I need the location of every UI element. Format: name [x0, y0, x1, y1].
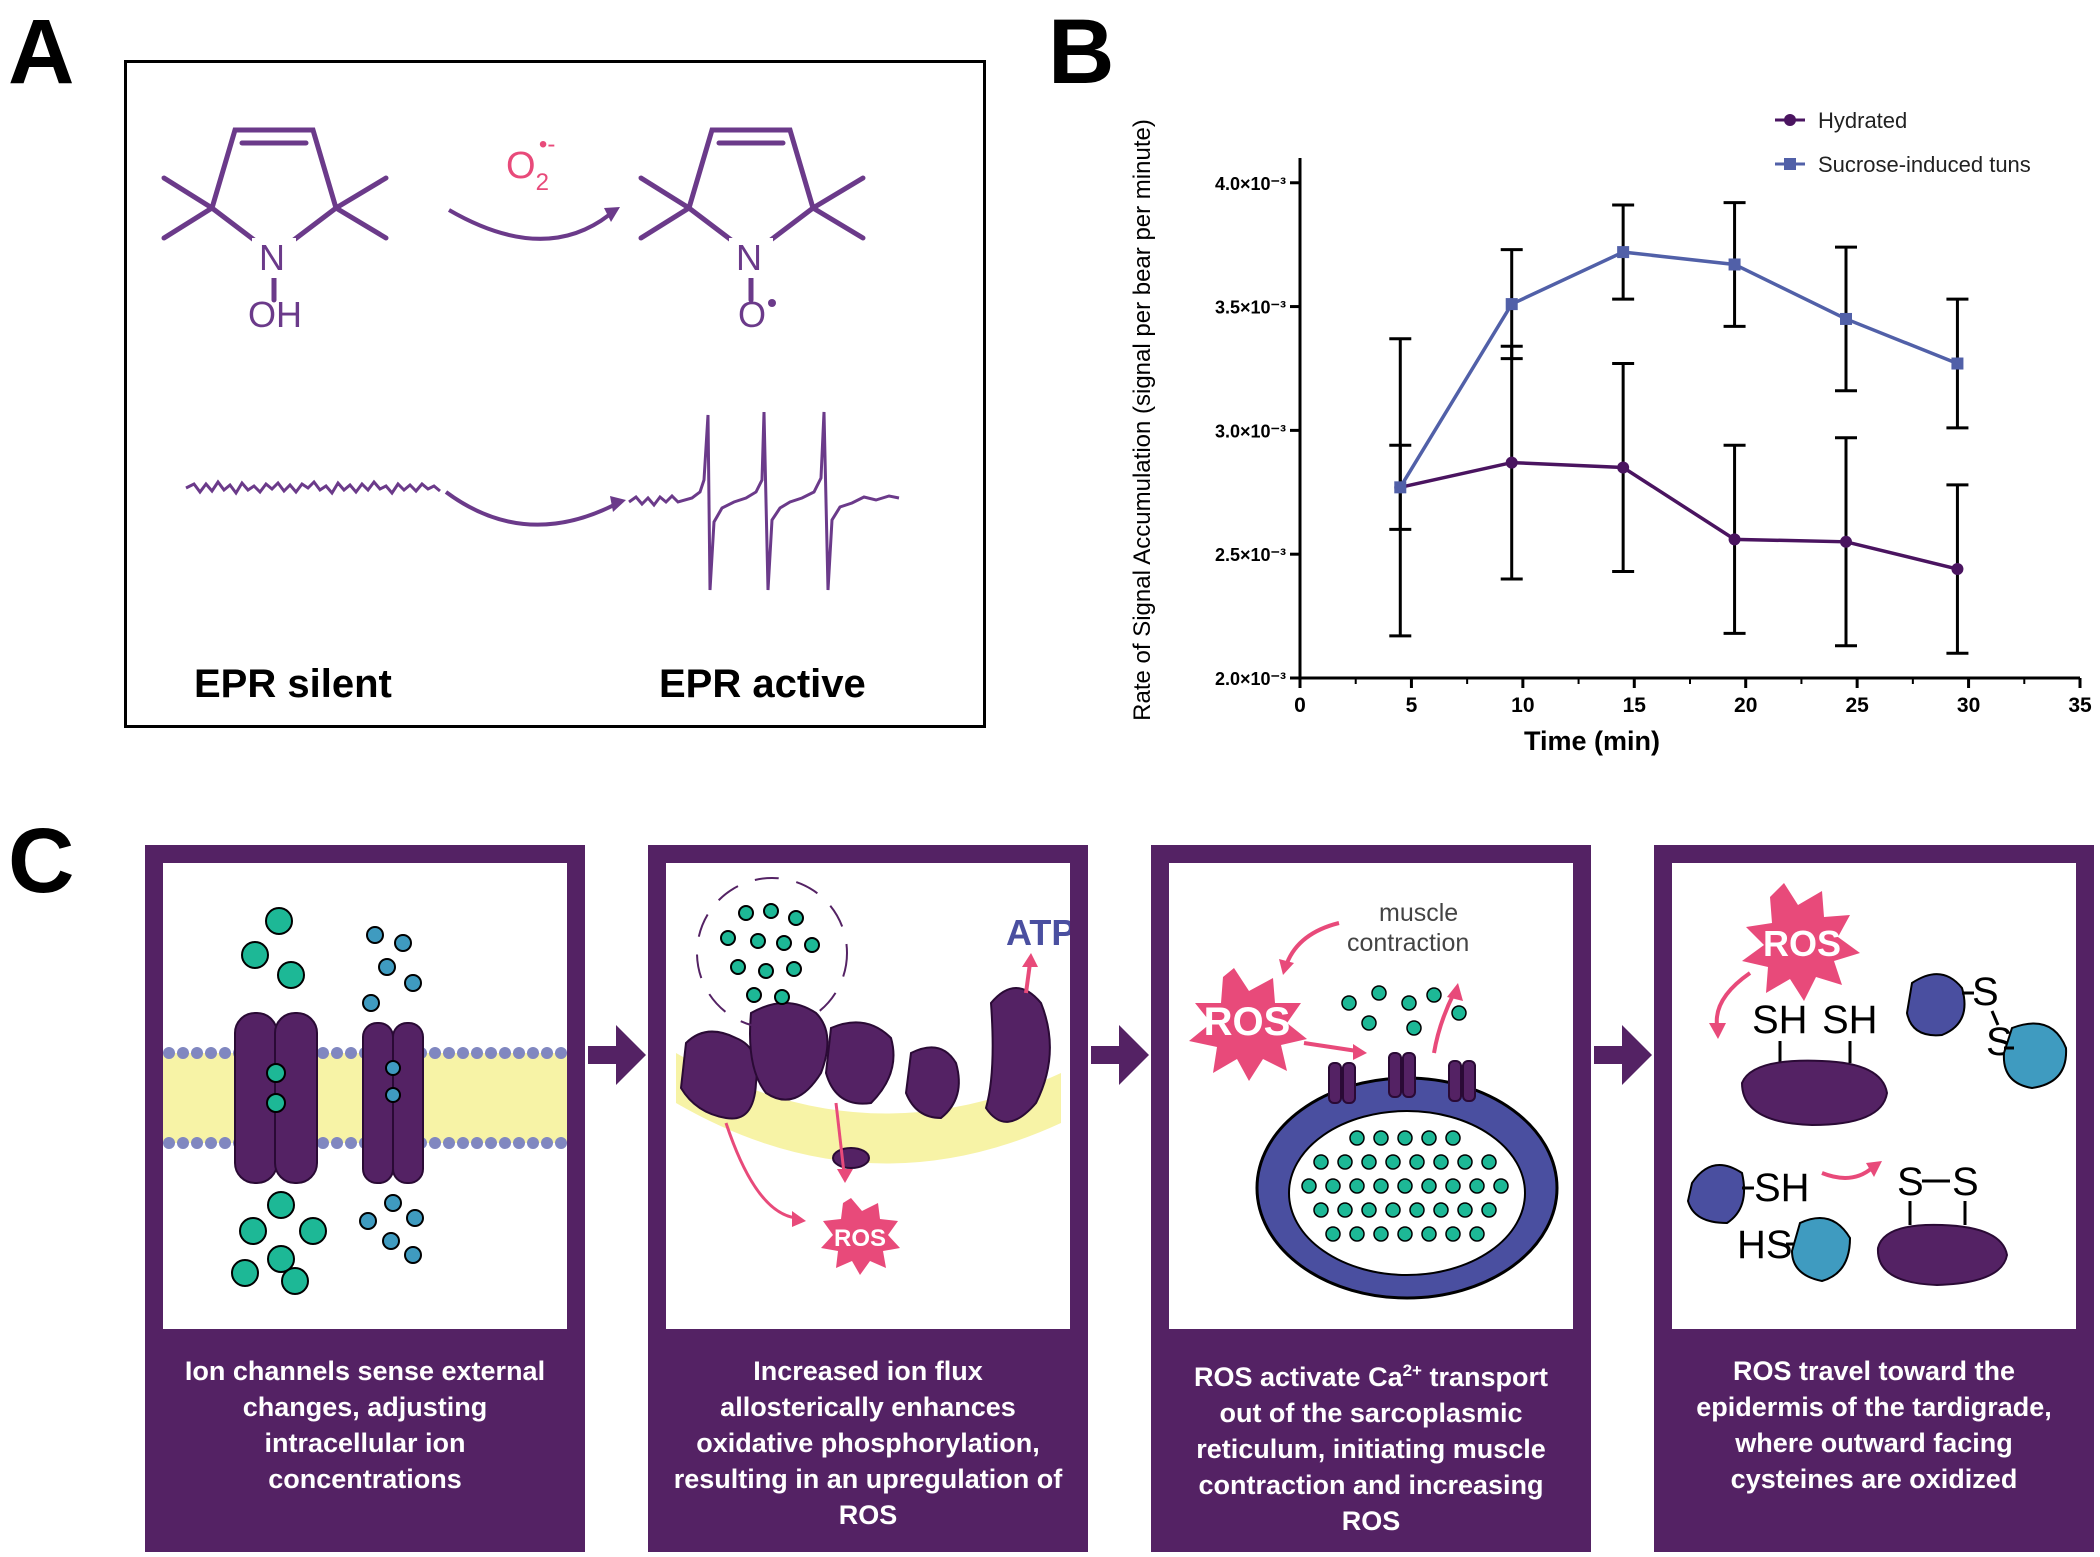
ros-label-1: ROS [834, 1225, 886, 1252]
x-tick-label: 30 [1957, 694, 1980, 717]
data-point [1840, 312, 1852, 325]
legend-label: Hydrated [1818, 108, 1907, 133]
series-line-0 [1399, 460, 1958, 571]
ion-channel-2 [362, 1022, 424, 1184]
left-nitrogen-label: N [259, 237, 285, 278]
step-4-caption: ROS travel toward the epidermis of the t… [1696, 1356, 2052, 1494]
y-tick-label: 3.0×10⁻³ [1215, 421, 1286, 441]
y-axis-title: Rate of Signal Accumulation (signal per … [1129, 119, 1156, 721]
x-axis-title: Time (min) [1524, 726, 1660, 756]
s-label-3: S [1897, 1160, 1924, 1204]
data-point [1728, 533, 1741, 546]
ion-channel-1 [234, 1012, 318, 1184]
hydroxylamine-probe-structure [161, 127, 389, 303]
y-tick-label: 3.5×10⁻³ [1215, 298, 1286, 318]
electron-transport-chain [679, 987, 1051, 1169]
data-point [1951, 563, 1964, 576]
step-1-caption: Ion channels sense external changes, adj… [184, 1356, 546, 1494]
step-4-illustration: ROS SH SH S S SH HS S S [1672, 863, 2076, 1329]
panel-label-b: B [1048, 1, 1115, 103]
data-point [1840, 535, 1852, 548]
sh-label-1: SH [1752, 998, 1808, 1042]
reaction-arrowhead-top [604, 207, 620, 222]
protein-small-teal-1 [2002, 1022, 2068, 1090]
data-point [1951, 357, 1964, 370]
protein-small-blue-2 [1686, 1164, 1746, 1225]
intracellular-ions [359, 926, 424, 1264]
epr-active-label: EPR active [659, 662, 866, 706]
x-tick-label: 10 [1511, 694, 1534, 717]
step-1-illustration [163, 863, 567, 1329]
y-tick-label: 2.0×10⁻³ [1215, 669, 1286, 689]
epr-silent-label: EPR silent [194, 662, 392, 706]
ros-burst-1 [821, 1198, 900, 1275]
step-card-2: ATP ROS Increased ion flux allostericall… [648, 845, 1088, 1552]
step-card-3: ROS muscle contraction ROS activate Ca2+… [1151, 845, 1591, 1552]
reaction-arrowhead-bottom [610, 496, 626, 512]
left-oh-label: OH [248, 294, 302, 335]
panel-label-a: A [8, 1, 75, 103]
atp-label: ATP [1006, 912, 1070, 953]
x-tick-label: 5 [1406, 694, 1418, 717]
series-line-1 [1398, 250, 1959, 489]
muscle-label: muscle [1379, 899, 1458, 927]
protein-reduced [1740, 1059, 1889, 1127]
radical-dot [768, 299, 776, 307]
data-point [1394, 481, 1407, 494]
epr-silent-spectrum [185, 479, 441, 496]
x-tick-label: 0 [1294, 694, 1306, 717]
epr-active-spectrum [628, 411, 900, 591]
step-card-4: ROS SH SH S S SH HS S S [1654, 845, 2094, 1552]
sh-label-3: SH [1754, 1166, 1810, 1210]
nitroxide-radical-structure [638, 127, 866, 303]
panel-a-diagram: N OH O2•- N O EPR silent EPR active [161, 127, 900, 706]
panel-a-box [124, 60, 986, 728]
x-tick-label: 35 [2068, 694, 2092, 717]
extracellular-ions [231, 907, 327, 1295]
superoxide-label: O2•- [506, 131, 555, 196]
step-3-illustration: ROS muscle contraction [1169, 863, 1573, 1329]
x-tick-label: 25 [1845, 694, 1869, 717]
x-tick-label: 20 [1734, 694, 1757, 717]
proton-pool [720, 903, 820, 1005]
data-point [1728, 258, 1741, 271]
calcium-ions [1301, 985, 1509, 1242]
ros-label-3: ROS [1763, 923, 1841, 964]
s-label-4: S [1952, 1160, 1979, 1204]
data-point [1505, 456, 1518, 469]
protein-small-teal-2 [1790, 1217, 1852, 1283]
ros-label-2: ROS [1204, 1000, 1291, 1044]
rate-of-signal-chart: 0 5 10 15 20 25 30 35 2.0×10⁻³ 2.5×10⁻³ 3.0×10⁻³ 3.… [1129, 108, 2092, 756]
y-tick-label: 4.0×10⁻³ [1215, 174, 1286, 194]
protein-oxidized [1876, 1223, 2009, 1287]
ryanodine-channels [1328, 1052, 1476, 1104]
step-2-illustration: ATP ROS [666, 863, 1075, 1329]
x-tick-label: 15 [1623, 694, 1647, 717]
ros-burst-3 [1742, 883, 1860, 1001]
right-nitrogen-label: N [736, 237, 762, 278]
step-3-caption: ROS activate Ca2+ transport out of the s… [1194, 1361, 1548, 1536]
data-point [1617, 246, 1630, 259]
step-2-caption: Increased ion flux allosterically enhanc… [673, 1356, 1063, 1530]
reaction-arrow-bottom [444, 490, 615, 527]
s-label-1: S [1972, 970, 1999, 1014]
data-point [1617, 461, 1630, 474]
reaction-arrow-top [447, 208, 611, 241]
sh-label-2: SH [1822, 998, 1878, 1042]
hs-label: HS [1737, 1223, 1793, 1267]
protein-small-blue-1 [1905, 973, 1966, 1037]
legend-marker [1784, 158, 1796, 170]
ros-burst-2 [1189, 968, 1307, 1081]
legend-marker [1784, 114, 1796, 126]
step-arrow-2 [1091, 1025, 1149, 1085]
right-o-label: O [738, 294, 766, 335]
contraction-label: contraction [1347, 929, 1469, 957]
panel-label-c: C [8, 810, 75, 912]
data-point [1505, 298, 1518, 311]
step-arrow-3 [1594, 1025, 1652, 1085]
legend-label: Sucrose-induced tuns [1818, 152, 2031, 177]
step-arrow-1 [588, 1025, 646, 1085]
step-card-1: Ion channels sense external changes, adj… [145, 845, 585, 1552]
y-tick-label: 2.5×10⁻³ [1215, 545, 1286, 565]
